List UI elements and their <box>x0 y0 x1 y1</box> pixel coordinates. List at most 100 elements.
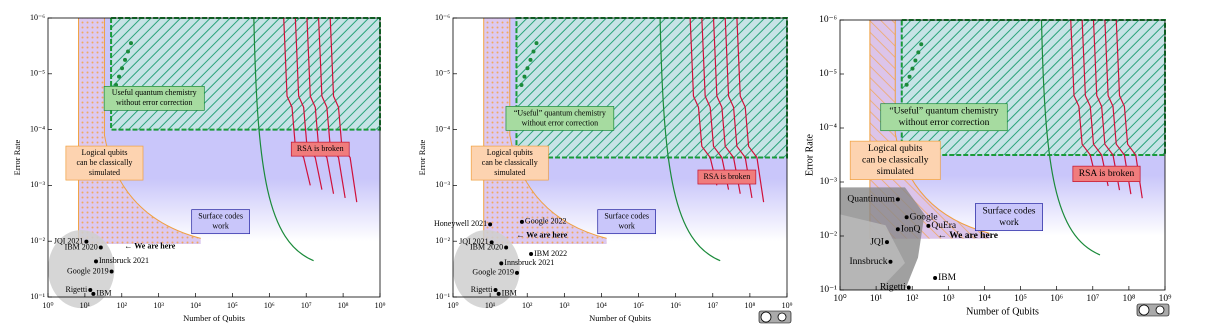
annotation: Logical qubits <box>81 148 127 157</box>
annotation: Surface codes <box>604 211 649 220</box>
annotation: without error correction <box>899 118 990 128</box>
classical-region <box>869 20 990 239</box>
chemistry-dot <box>913 58 918 63</box>
point-label: Honeywell 2021 <box>434 219 487 228</box>
chemistry-dot <box>528 57 533 62</box>
license-icon <box>1155 305 1165 315</box>
y-tick-label: 10⁻³ <box>435 180 450 189</box>
device-point <box>926 223 931 228</box>
chemistry-region <box>515 17 789 159</box>
y-tick-label: 10⁻² <box>30 236 45 245</box>
device-point <box>529 252 534 257</box>
point-label: IBM <box>502 289 517 298</box>
device-point <box>493 288 498 293</box>
classical-region <box>78 18 201 244</box>
device-point <box>895 227 900 232</box>
point-label: IBM 2020 <box>65 242 98 251</box>
device-point <box>504 245 509 250</box>
annotation-box <box>103 86 205 111</box>
device-cloud <box>453 230 520 309</box>
plot-frame <box>452 17 788 298</box>
chemistry-dot <box>519 82 524 87</box>
annotation: Useful quantum chemistry <box>112 88 197 97</box>
point-label: IBM 2020 <box>470 242 503 251</box>
rsa-curve <box>1081 19 1109 187</box>
annotation: RSA is broken <box>297 144 344 153</box>
point-label: IonQ <box>901 224 921 234</box>
x-tick-label: 10⁷ <box>301 301 312 310</box>
x-tick-label: 10⁵ <box>227 301 238 310</box>
chemistry-dot <box>919 42 924 47</box>
x-tick-label: 10⁷ <box>707 301 718 310</box>
annotation-box <box>880 103 1008 132</box>
panel: 10⁰ 10¹ 10² 10³ 10⁴ 10⁵ 10⁶ 10⁷ 10⁸ 10⁹ 10⁻⁶ 10⁻⁵ 10… <box>417 13 793 324</box>
x-tick-label: 10⁸ <box>338 301 349 310</box>
device-point <box>906 285 911 290</box>
x-axis-title: Number of Qubits <box>183 313 245 323</box>
rsa-curve <box>701 17 730 190</box>
chemistry-dot <box>120 66 125 71</box>
device-point <box>488 222 493 227</box>
x-tick-label: 10⁴ <box>596 301 607 310</box>
x-tick-label: 10⁵ <box>1014 294 1027 304</box>
x-tick-label: 10⁴ <box>190 301 201 310</box>
rsa-curve <box>1115 19 1143 199</box>
annotation: Surface codes <box>982 206 1035 217</box>
license-icon <box>1138 304 1150 316</box>
x-tick-label: 10⁷ <box>1086 294 1099 304</box>
rsa-curve <box>1070 19 1098 183</box>
x-tick-label: 10⁰ <box>42 301 53 310</box>
x-tick-label: 10¹ <box>485 301 496 310</box>
point-label: IBM 2022 <box>534 249 567 258</box>
device-point <box>904 215 909 220</box>
annotation: can be classically <box>482 158 538 167</box>
annotation: Logical qubits <box>487 148 533 157</box>
device-point <box>499 261 504 266</box>
x-tick-label: 10⁸ <box>744 301 755 310</box>
point-label: IBM <box>938 273 957 283</box>
y-tick-label: 10⁻⁵ <box>819 69 837 79</box>
device-point <box>91 291 96 296</box>
annotation: work <box>618 221 634 230</box>
rsa-curve <box>317 17 346 199</box>
chemistry-dot <box>525 66 530 71</box>
x-tick-label: 10⁶ <box>1050 294 1063 304</box>
here-label: ← We are here <box>516 230 567 239</box>
point-label: Google <box>910 212 938 222</box>
device-point <box>895 197 900 202</box>
device-point <box>514 270 519 275</box>
y-tick-label: 10⁻³ <box>30 180 45 189</box>
point-label: JQI 2021 <box>459 237 489 246</box>
device-point <box>98 245 103 250</box>
annotation-box <box>975 203 1043 231</box>
point-label: JQI <box>870 237 884 247</box>
y-tick-label: 10⁻⁵ <box>30 69 45 78</box>
x-tick-label: 10⁹ <box>375 301 386 310</box>
rsa-curve <box>724 17 753 199</box>
rsa-curve <box>1092 19 1121 191</box>
point-label: Innsbruck 2021 <box>504 258 554 267</box>
annotation: can be classically <box>862 156 929 166</box>
y-tick-label: 10⁻⁶ <box>435 13 450 22</box>
x-tick-label: 10⁰ <box>447 301 458 310</box>
annotation-box <box>597 209 656 235</box>
panel: 10⁰ 10¹ 10² 10³ 10⁴ 10⁵ 10⁶ 10⁷ 10⁸ 10⁹ 10⁻⁶ 10⁻⁵ 10… <box>12 13 386 323</box>
chemistry-dot <box>910 66 915 71</box>
device-point <box>933 276 938 281</box>
rsa-curve <box>736 17 765 203</box>
annotation-box <box>65 145 144 181</box>
annotation: Logical qubits <box>868 144 923 154</box>
here-label: ← We are here <box>938 231 998 241</box>
point-label: Rigetti <box>471 285 494 294</box>
chemistry-dot <box>114 82 119 87</box>
x-axis-title: Number of Qubits <box>589 313 651 323</box>
here-label: ← We are here <box>124 242 175 251</box>
device-point <box>519 219 524 224</box>
device-point <box>489 240 494 245</box>
annotation-box <box>290 141 350 157</box>
annotation-box <box>697 169 757 185</box>
x-tick-label: 10³ <box>942 294 955 304</box>
x-axis-title: Number of Qubits <box>966 306 1039 317</box>
device-point <box>109 269 114 274</box>
chemistry-dot <box>534 41 539 46</box>
